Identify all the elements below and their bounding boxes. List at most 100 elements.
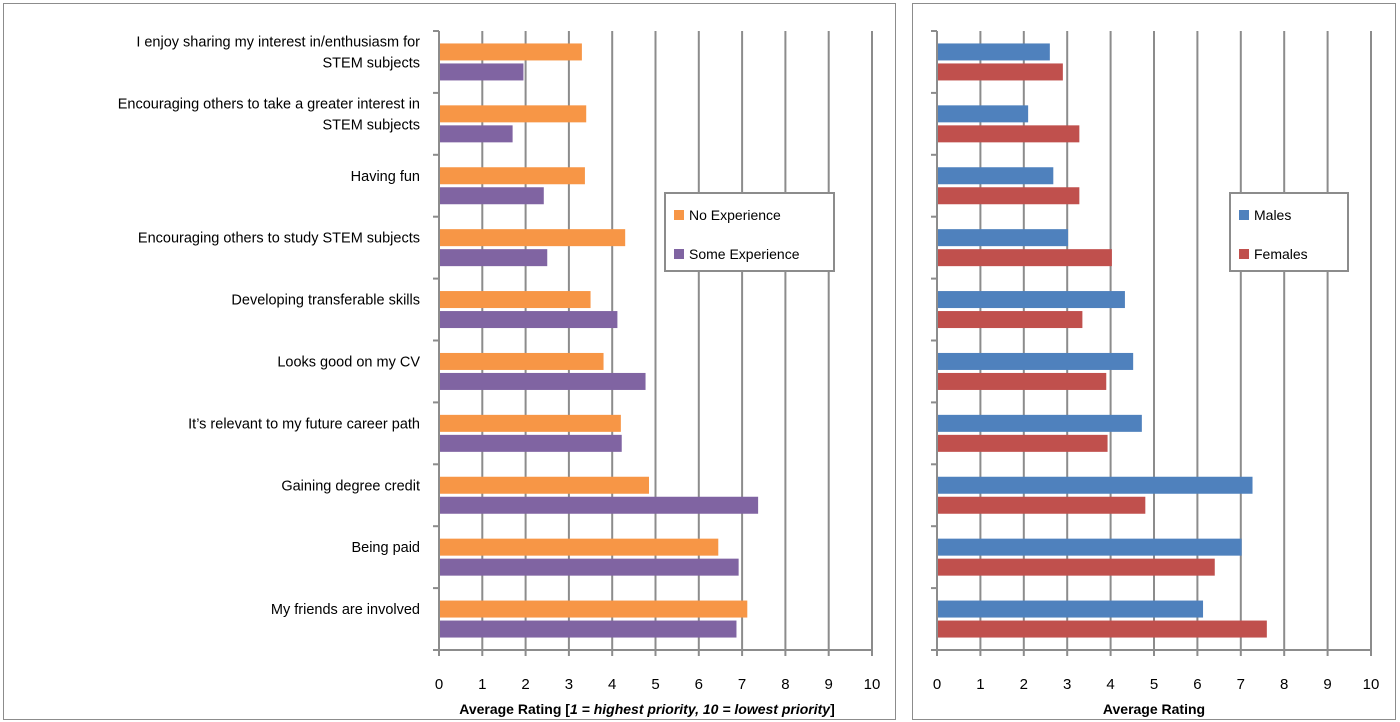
right-bar-b [937,372,1107,390]
left-x-tick-label: 6 [695,676,703,693]
left-tick-labels: 0 1 2 3 4 5 6 7 8 9 10 [435,676,881,693]
right-legend-swatch [1239,210,1249,220]
left-x-tick-label: 10 [864,676,881,693]
left-bar-b [439,372,646,390]
left-x-tick-label: 9 [825,676,833,693]
left-bar-b [439,187,544,205]
left-legend: No Experience Some Experience [664,192,835,272]
right-x-tick-label: 9 [1323,676,1331,693]
right-legend-label: Males [1254,207,1291,223]
left-x-tick-label: 4 [608,676,616,693]
right-bar-a [937,352,1134,370]
left-category-label: Encouraging others to take a greater int… [118,96,420,133]
left-category-label-line: I enjoy sharing my interest in/enthusias… [136,34,420,50]
right-x-tick-label: 10 [1363,676,1380,693]
right-tick-labels: 0 1 2 3 4 5 6 7 8 9 10 [933,676,1380,693]
right-bar-b [937,434,1108,452]
right-bar-a [937,414,1142,432]
left-category-label-line: It’s relevant to my future career path [188,416,420,432]
left-gridlines [438,31,873,650]
left-category-label: My friends are involved [271,602,420,618]
right-bar-a [937,291,1125,309]
left-bar-a [439,600,748,618]
right-bar-b [937,558,1215,576]
right-x-tick-label: 3 [1063,676,1071,693]
right-x-tick-label: 6 [1193,676,1201,693]
right-bar-a [937,167,1054,185]
left-x-tick-label: 7 [738,676,746,693]
left-category-label: Being paid [351,540,420,556]
left-x-axis-title-pre: Average Rating [ [459,701,570,717]
left-bar-b [439,311,618,329]
left-category-label: I enjoy sharing my interest in/enthusias… [136,34,420,71]
right-x-tick-label: 0 [933,676,941,693]
left-category-label-line: Gaining degree credit [281,478,420,494]
left-bar-b [439,558,739,576]
left-bar-a [439,291,591,309]
right-bar-a [937,43,1050,61]
left-bar-a [439,538,719,556]
left-category-label: Having fun [351,169,420,185]
left-legend-swatch [674,210,684,220]
right-legend-box [1229,192,1349,272]
right-legend: Males Females [1229,192,1349,272]
right-x-tick-label: 8 [1280,676,1288,693]
left-bar-a [439,476,650,494]
left-legend-box [664,192,835,272]
right-legend-swatch [1239,249,1249,259]
right-bar-b [937,125,1080,143]
left-x-tick-label: 1 [478,676,486,693]
left-x-axis-title-post: ] [830,701,835,717]
left-category-label: Encouraging others to study STEM subject… [138,231,420,247]
right-bar-a [937,600,1204,618]
left-bar-a [439,229,626,247]
left-category-label-line: Having fun [351,169,420,185]
right-bar-b [937,311,1083,329]
left-x-tick-label: 2 [521,676,529,693]
right-axis [931,30,1372,656]
left-category-label: Looks good on my CV [277,354,420,370]
left-category-label-line: Encouraging others to study STEM subject… [138,231,420,247]
left-category-label-line: STEM subjects [323,55,421,71]
right-bar-b [937,249,1112,267]
left-bar-a [439,167,585,185]
right-bars [937,43,1267,638]
left-x-tick-label: 0 [435,676,443,693]
left-category-label-line: My friends are involved [271,602,420,618]
right-gridlines [936,31,1372,650]
left-category-label: It’s relevant to my future career path [188,416,420,432]
left-bar-a [439,105,587,123]
right-x-tick-label: 7 [1237,676,1245,693]
right-bar-a [937,538,1242,556]
left-category-label-line: Developing transferable skills [231,293,420,309]
right-bar-a [937,229,1069,247]
right-bar-a [937,105,1029,123]
left-x-axis-title-italic: 1 = highest priority, 10 = lowest priori… [570,701,831,717]
right-bar-a [937,476,1253,494]
left-bar-b [439,496,759,514]
left-category-label-line: STEM subjects [323,117,421,133]
left-bar-b [439,249,548,267]
left-category-label: Gaining degree credit [281,478,420,494]
left-bar-a [439,352,604,370]
left-x-tick-label: 8 [781,676,789,693]
left-legend-label: No Experience [689,207,781,223]
left-x-tick-label: 3 [565,676,573,693]
left-bars [439,43,759,638]
left-legend-label: Some Experience [689,246,800,262]
right-bar-b [937,187,1080,205]
right-bar-b [937,63,1063,81]
left-x-axis-title: Average Rating [1 = highest priority, 10… [459,701,835,717]
left-bar-a [439,43,582,61]
right-x-axis-title: Average Rating [1103,701,1205,717]
left-category-label-line: Being paid [351,540,420,556]
left-bar-b [439,434,622,452]
left-bar-b [439,620,737,638]
right-x-tick-label: 4 [1106,676,1114,693]
left-category-label-line: Encouraging others to take a greater int… [118,96,420,112]
left-category-labels: I enjoy sharing my interest in/enthusias… [118,34,421,618]
left-bar-b [439,125,513,143]
right-x-tick-label: 5 [1150,676,1158,693]
left-bar-a [439,414,621,432]
